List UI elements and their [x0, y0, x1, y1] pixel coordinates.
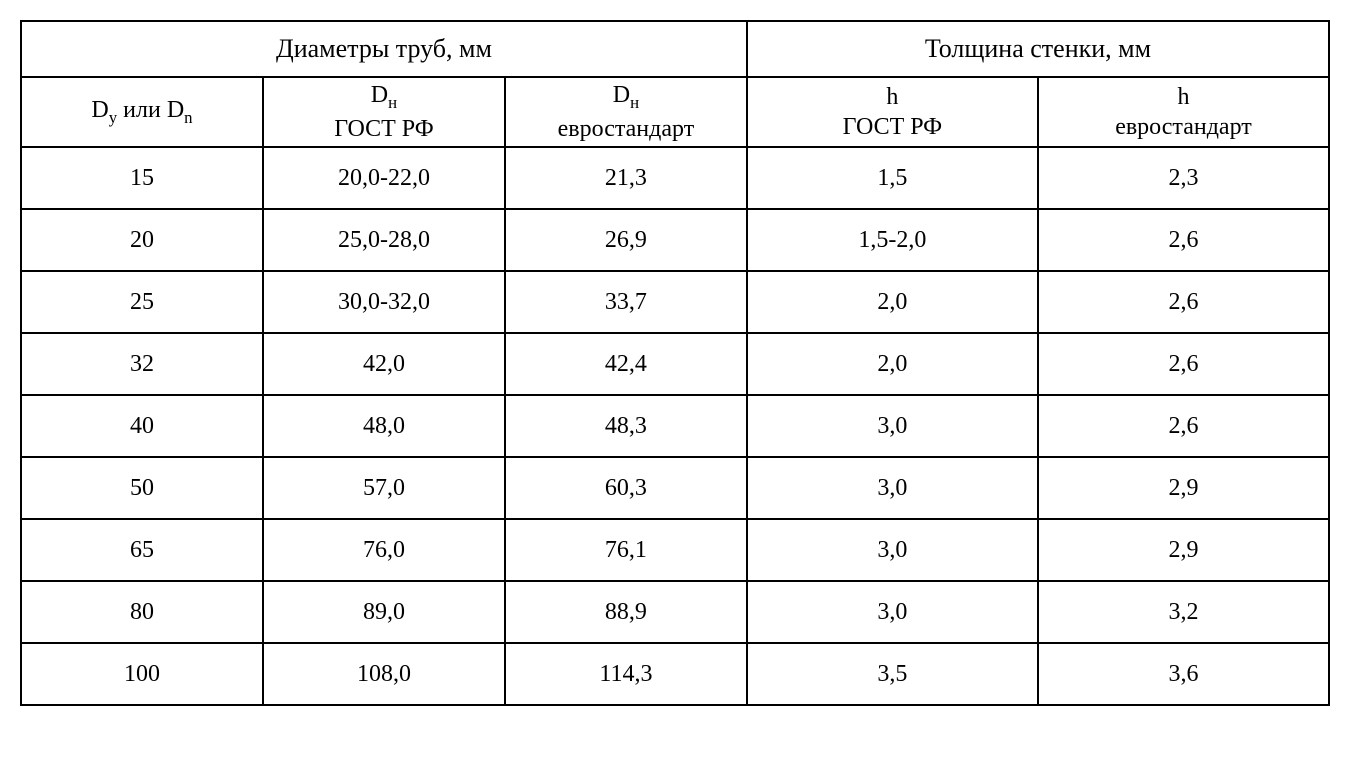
table-cell: 42,0	[263, 333, 505, 395]
table-cell: 2,9	[1038, 519, 1329, 581]
table-cell: 20,0-22,0	[263, 147, 505, 209]
column-header-2: Dневростандарт	[505, 77, 747, 147]
table-cell: 114,3	[505, 643, 747, 705]
table-row: 2025,0-28,026,91,5-2,02,6	[21, 209, 1329, 271]
table-cell: 42,4	[505, 333, 747, 395]
table-cell: 33,7	[505, 271, 747, 333]
table-row: 2530,0-32,033,72,02,6	[21, 271, 1329, 333]
table-cell: 25,0-28,0	[263, 209, 505, 271]
table-cell: 50	[21, 457, 263, 519]
table-cell: 57,0	[263, 457, 505, 519]
table-cell: 60,3	[505, 457, 747, 519]
table-cell: 15	[21, 147, 263, 209]
header-columns-row: Dу или DnDнГОСТ РФDневростандартhГОСТ РФ…	[21, 77, 1329, 147]
table-cell: 3,6	[1038, 643, 1329, 705]
table-cell: 3,0	[747, 581, 1038, 643]
table-cell: 40	[21, 395, 263, 457]
header-group-0: Диаметры труб, мм	[21, 21, 747, 77]
table-cell: 2,3	[1038, 147, 1329, 209]
table-cell: 2,9	[1038, 457, 1329, 519]
table-header: Диаметры труб, ммТолщина стенки, мм Dу и…	[21, 21, 1329, 147]
table-cell: 88,9	[505, 581, 747, 643]
table-row: 4048,048,33,02,6	[21, 395, 1329, 457]
table-row: 6576,076,13,02,9	[21, 519, 1329, 581]
table-row: 3242,042,42,02,6	[21, 333, 1329, 395]
column-header-4: hевростандарт	[1038, 77, 1329, 147]
table-cell: 76,1	[505, 519, 747, 581]
table-cell: 32	[21, 333, 263, 395]
table-cell: 2,6	[1038, 333, 1329, 395]
table-cell: 89,0	[263, 581, 505, 643]
table-cell: 2,6	[1038, 395, 1329, 457]
table-cell: 25	[21, 271, 263, 333]
table-cell: 1,5	[747, 147, 1038, 209]
table-cell: 2,0	[747, 333, 1038, 395]
table-cell: 48,0	[263, 395, 505, 457]
table-row: 1520,0-22,021,31,52,3	[21, 147, 1329, 209]
header-group-row: Диаметры труб, ммТолщина стенки, мм	[21, 21, 1329, 77]
table-cell: 30,0-32,0	[263, 271, 505, 333]
table-cell: 3,5	[747, 643, 1038, 705]
table-cell: 2,6	[1038, 271, 1329, 333]
table-cell: 2,0	[747, 271, 1038, 333]
pipe-dimensions-table: Диаметры труб, ммТолщина стенки, мм Dу и…	[20, 20, 1330, 706]
table-cell: 3,0	[747, 457, 1038, 519]
table-cell: 20	[21, 209, 263, 271]
table-cell: 108,0	[263, 643, 505, 705]
table-cell: 3,0	[747, 519, 1038, 581]
table-body: 1520,0-22,021,31,52,32025,0-28,026,91,5-…	[21, 147, 1329, 705]
table-cell: 100	[21, 643, 263, 705]
table-cell: 3,2	[1038, 581, 1329, 643]
table-cell: 3,0	[747, 395, 1038, 457]
table-row: 8089,088,93,03,2	[21, 581, 1329, 643]
table-cell: 2,6	[1038, 209, 1329, 271]
table-cell: 65	[21, 519, 263, 581]
column-header-0: Dу или Dn	[21, 77, 263, 147]
table-cell: 48,3	[505, 395, 747, 457]
table-row: 100108,0114,33,53,6	[21, 643, 1329, 705]
table-row: 5057,060,33,02,9	[21, 457, 1329, 519]
column-header-3: hГОСТ РФ	[747, 77, 1038, 147]
column-header-1: DнГОСТ РФ	[263, 77, 505, 147]
header-group-1: Толщина стенки, мм	[747, 21, 1329, 77]
table-cell: 21,3	[505, 147, 747, 209]
table-cell: 80	[21, 581, 263, 643]
table-cell: 26,9	[505, 209, 747, 271]
table-cell: 76,0	[263, 519, 505, 581]
table-cell: 1,5-2,0	[747, 209, 1038, 271]
